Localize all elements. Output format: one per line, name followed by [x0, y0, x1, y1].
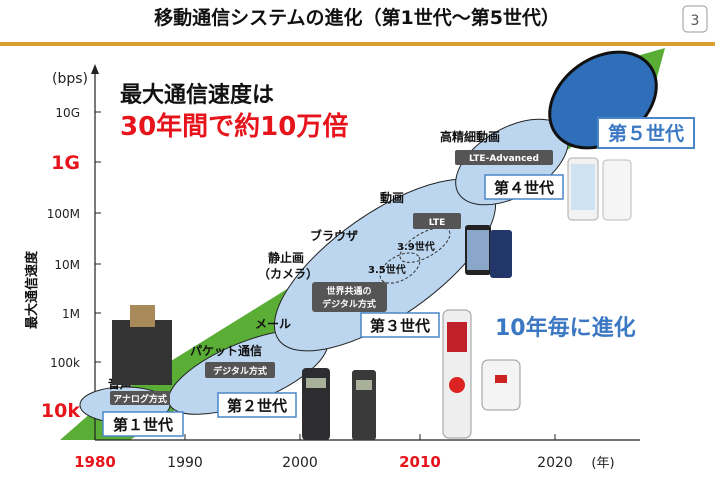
gen1-phone-image [112, 305, 172, 385]
gen1-label: 第１世代 [113, 416, 173, 434]
gen35-label: 3.5世代 [368, 263, 406, 276]
service-camera: （カメラ） [258, 266, 318, 281]
headline-line1: 最大通信速度は [120, 82, 274, 108]
page-number-box [682, 5, 708, 33]
service-browser: ブラウザ [310, 228, 358, 243]
gen3-9-phone-images [465, 225, 512, 278]
service-video: 動画 [380, 190, 404, 205]
x-unit: (年) [591, 456, 614, 471]
service-mail: メール [255, 317, 291, 331]
gen35-ellipse [379, 252, 421, 284]
y-unit: (bps) [52, 71, 88, 87]
headline-line2: 30年間で約10万倍 [120, 111, 348, 142]
gen2-phone-images [302, 368, 376, 440]
slide-title: 移動通信システムの進化（第1世代〜第5世代） [154, 6, 560, 29]
tagline: 10年毎に進化 [495, 315, 636, 341]
gen39-label: 3.9世代 [397, 240, 435, 253]
gen4-phone-images [567, 157, 632, 221]
x-tick: 2000 [282, 455, 318, 471]
y-tick: 100M [47, 207, 80, 221]
service-packet: パケット通信 [190, 343, 262, 358]
service-still-image: 静止画 [268, 250, 304, 265]
page-number: 3 [691, 13, 700, 29]
title-rule [0, 42, 715, 46]
y-tick: 100k [50, 356, 80, 370]
x-tick: 2020 [537, 455, 573, 471]
y-tick: 1G [51, 152, 80, 174]
gen4-label: 第４世代 [494, 179, 554, 197]
x-tick: 1980 [74, 453, 116, 471]
tech-lte-advanced: LTE-Advanced [469, 154, 539, 164]
y-axis-arrowhead [91, 64, 99, 74]
x-tick: 1990 [167, 455, 203, 471]
gen39-ellipse [399, 227, 451, 263]
x-tick: 2010 [399, 453, 441, 471]
tech-digital: デジタル方式 [213, 365, 267, 377]
gen5-label: 第５世代 [608, 122, 684, 145]
y-tick: 10k [41, 400, 80, 422]
tech-global-line1: 世界共通の [326, 285, 371, 297]
tech-lte: LTE [429, 218, 446, 228]
gen3-phone-images [442, 309, 521, 439]
y-tick: 1M [62, 307, 80, 321]
tech-analog: アナログ方式 [113, 393, 167, 405]
y-tick: 10G [55, 106, 80, 120]
tech-global-line2: デジタル方式 [322, 298, 376, 310]
service-hd-video: 高精細動画 [440, 129, 500, 144]
y-tick: 10M [54, 258, 80, 272]
gen3-label: 第３世代 [370, 317, 430, 335]
gen2-label: 第２世代 [227, 397, 287, 415]
y-axis-title: 最大通信速度 [24, 250, 40, 329]
